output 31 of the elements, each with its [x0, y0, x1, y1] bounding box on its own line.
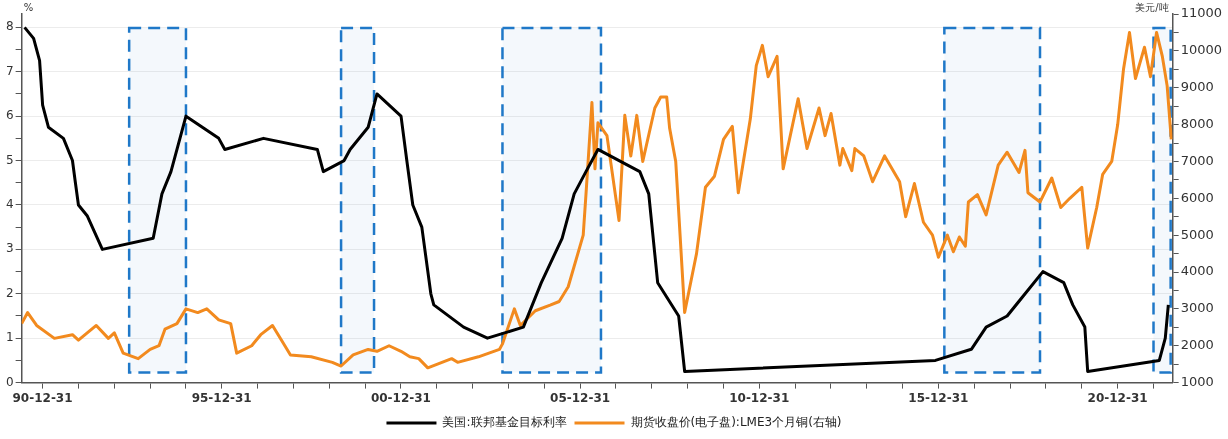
y-tick-label: 2 [5, 285, 14, 300]
y-tick-label: 1 [5, 330, 14, 345]
x-tick-label: 90-12-31 [12, 390, 73, 405]
y2-tick-label: 2000 [1180, 337, 1214, 353]
y2-tick-label: 3000 [1180, 300, 1214, 316]
x-tick-label: 95-12-31 [191, 390, 252, 405]
y-axis-title: % [23, 1, 34, 13]
y2-axis-title: 美元/吨 [1135, 1, 1169, 13]
y2-tick-label: 4000 [1180, 263, 1214, 279]
x-tick-label: 20-12-31 [1087, 390, 1148, 405]
y2-tick-label: 8000 [1180, 115, 1214, 131]
x-tick-label: 15-12-31 [908, 390, 969, 405]
y-tick-label: 8 [5, 19, 14, 34]
x-tick-label: 05-12-31 [550, 390, 611, 405]
y-tick-label: 7 [5, 63, 14, 78]
y2-tick-label: 11000 [1180, 5, 1222, 21]
legend-label: 期货收盘价(电子盘):LME3个月铜(右轴) [630, 415, 842, 430]
y-tick-label: 3 [5, 241, 14, 256]
y2-tick-label: 5000 [1180, 226, 1214, 242]
y-tick-label: 4 [5, 197, 14, 212]
y-tick-label: 5 [5, 152, 14, 167]
y2-tick-label: 9000 [1180, 79, 1214, 95]
y2-tick-label: 6000 [1180, 189, 1214, 205]
y2-tick-label: 10000 [1180, 42, 1222, 58]
y-tick-label: 0 [5, 374, 14, 389]
y2-tick-label: 7000 [1180, 152, 1214, 168]
y2-tick-label: 1000 [1180, 373, 1214, 389]
x-tick-label: 00-12-31 [370, 390, 431, 405]
legend-label: 美国:联邦基金目标利率 [442, 415, 567, 430]
y-tick-label: 6 [5, 108, 14, 123]
x-tick-label: 10-12-31 [729, 390, 790, 405]
